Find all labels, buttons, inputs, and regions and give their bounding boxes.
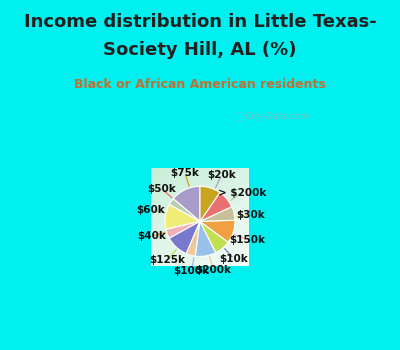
Text: $200k: $200k bbox=[195, 265, 231, 275]
Wedge shape bbox=[200, 221, 228, 253]
Text: $40k: $40k bbox=[137, 231, 166, 242]
Text: $100k: $100k bbox=[174, 266, 210, 276]
Wedge shape bbox=[169, 221, 200, 254]
Text: $30k: $30k bbox=[236, 210, 264, 220]
Text: $150k: $150k bbox=[229, 234, 265, 245]
Wedge shape bbox=[186, 221, 200, 256]
Wedge shape bbox=[200, 206, 235, 221]
Text: $75k: $75k bbox=[170, 168, 200, 178]
Wedge shape bbox=[200, 220, 235, 242]
Text: ⓘ City-Data.com: ⓘ City-Data.com bbox=[237, 112, 309, 121]
Wedge shape bbox=[200, 193, 232, 221]
Text: Society Hill, AL (%): Society Hill, AL (%) bbox=[103, 41, 297, 59]
Wedge shape bbox=[200, 186, 220, 221]
Wedge shape bbox=[195, 221, 216, 257]
Text: > $200k: > $200k bbox=[218, 188, 266, 198]
Wedge shape bbox=[169, 199, 200, 221]
Text: $60k: $60k bbox=[136, 205, 165, 215]
Text: $50k: $50k bbox=[147, 184, 176, 194]
Wedge shape bbox=[165, 204, 200, 230]
Text: $20k: $20k bbox=[207, 170, 236, 181]
Text: Black or African American residents: Black or African American residents bbox=[74, 78, 326, 91]
Text: Income distribution in Little Texas-: Income distribution in Little Texas- bbox=[24, 13, 376, 31]
Text: $10k: $10k bbox=[220, 254, 248, 264]
Wedge shape bbox=[166, 221, 200, 238]
Wedge shape bbox=[173, 186, 200, 221]
Text: $125k: $125k bbox=[149, 255, 185, 265]
